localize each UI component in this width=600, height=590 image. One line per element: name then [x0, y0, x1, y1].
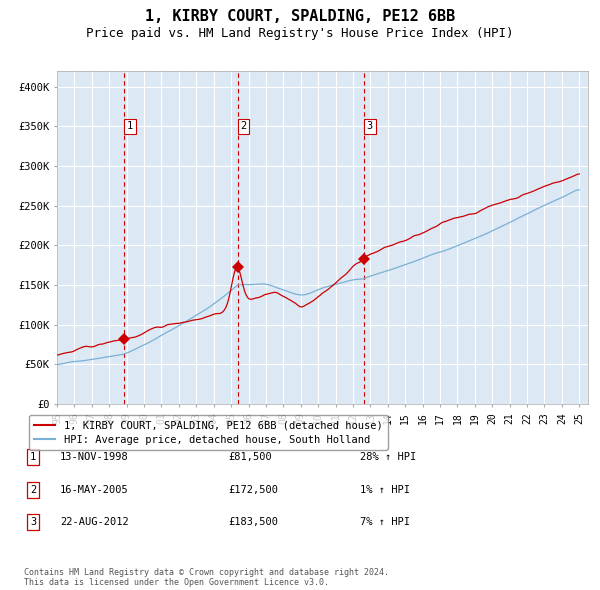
Text: £172,500: £172,500 [228, 485, 278, 494]
Text: £81,500: £81,500 [228, 453, 272, 462]
Text: £183,500: £183,500 [228, 517, 278, 527]
Text: 1: 1 [127, 122, 133, 132]
Text: 1, KIRBY COURT, SPALDING, PE12 6BB: 1, KIRBY COURT, SPALDING, PE12 6BB [145, 9, 455, 24]
Text: 16-MAY-2005: 16-MAY-2005 [60, 485, 129, 494]
Text: 3: 3 [30, 517, 36, 527]
Text: 28% ↑ HPI: 28% ↑ HPI [360, 453, 416, 462]
Text: 13-NOV-1998: 13-NOV-1998 [60, 453, 129, 462]
Text: 1: 1 [30, 453, 36, 462]
Text: 2: 2 [30, 485, 36, 494]
Text: 7% ↑ HPI: 7% ↑ HPI [360, 517, 410, 527]
Text: 3: 3 [367, 122, 373, 132]
Text: Contains HM Land Registry data © Crown copyright and database right 2024.
This d: Contains HM Land Registry data © Crown c… [24, 568, 389, 587]
Text: 1% ↑ HPI: 1% ↑ HPI [360, 485, 410, 494]
Legend: 1, KIRBY COURT, SPALDING, PE12 6BB (detached house), HPI: Average price, detache: 1, KIRBY COURT, SPALDING, PE12 6BB (deta… [29, 415, 388, 450]
Text: 22-AUG-2012: 22-AUG-2012 [60, 517, 129, 527]
Text: 2: 2 [240, 122, 247, 132]
Text: Price paid vs. HM Land Registry's House Price Index (HPI): Price paid vs. HM Land Registry's House … [86, 27, 514, 40]
